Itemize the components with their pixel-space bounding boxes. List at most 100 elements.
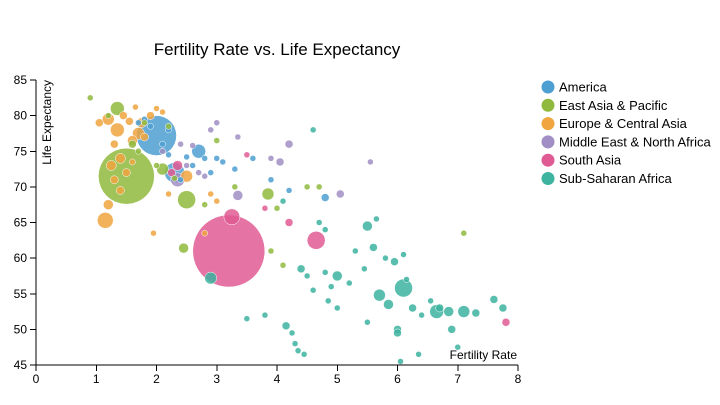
data-point bbox=[159, 108, 166, 116]
data-point bbox=[106, 160, 117, 171]
data-point bbox=[460, 229, 468, 237]
data-point bbox=[447, 325, 456, 334]
data-point bbox=[471, 308, 481, 318]
data-point bbox=[418, 311, 425, 319]
data-point bbox=[315, 183, 323, 191]
data-point bbox=[110, 101, 125, 116]
data-point bbox=[393, 328, 402, 338]
data-point bbox=[309, 126, 317, 134]
data-point bbox=[213, 155, 220, 162]
y-axis: 45 50 55 60 65 70 75 80 85 bbox=[14, 73, 37, 372]
data-point bbox=[454, 343, 461, 351]
data-point bbox=[403, 276, 410, 283]
plot-area bbox=[86, 94, 511, 365]
data-point bbox=[243, 151, 251, 159]
data-point bbox=[125, 117, 134, 126]
data-point bbox=[284, 139, 294, 149]
y-tick-label: 45 bbox=[14, 358, 28, 372]
data-point bbox=[303, 183, 311, 191]
data-point bbox=[201, 201, 208, 208]
data-point bbox=[183, 153, 190, 161]
legend-swatch bbox=[541, 153, 555, 167]
data-point bbox=[427, 297, 434, 305]
chart-title: Fertility Rate vs. Life Expectancy bbox=[154, 40, 401, 59]
data-point bbox=[320, 193, 330, 202]
legend-label: East Asia & Pacific bbox=[559, 98, 668, 113]
x-tick-label: 1 bbox=[93, 372, 100, 386]
data-point bbox=[315, 219, 323, 226]
data-point bbox=[122, 168, 131, 177]
x-tick: 3 bbox=[213, 365, 220, 386]
data-point bbox=[189, 142, 196, 149]
data-point bbox=[364, 319, 371, 326]
x-tick: 6 bbox=[394, 365, 401, 386]
data-point bbox=[128, 139, 137, 149]
data-point bbox=[183, 162, 190, 169]
data-point bbox=[279, 197, 287, 205]
data-point bbox=[207, 169, 214, 176]
data-point bbox=[309, 286, 317, 294]
data-point bbox=[147, 123, 154, 130]
x-axis: 0 1 2 3 4 5 6 7 8 bbox=[33, 364, 522, 386]
y-tick: 55 bbox=[14, 287, 36, 301]
data-point bbox=[243, 315, 251, 322]
legend-item: Sub-Saharan Africa bbox=[541, 171, 673, 186]
data-point bbox=[336, 189, 345, 199]
data-point bbox=[279, 262, 287, 269]
data-point bbox=[150, 229, 157, 237]
data-point bbox=[213, 137, 220, 144]
y-axis-title: Life Expectancy bbox=[40, 80, 54, 165]
legend-item: America bbox=[541, 80, 607, 95]
x-tick: 2 bbox=[153, 365, 160, 386]
data-point bbox=[288, 329, 296, 337]
legend-swatch bbox=[541, 135, 555, 149]
data-point bbox=[189, 162, 196, 169]
data-point bbox=[159, 140, 166, 148]
legend-item: Europe & Central Asia bbox=[541, 116, 688, 131]
x-tick-label: 3 bbox=[213, 372, 220, 386]
data-point bbox=[167, 168, 176, 177]
data-point bbox=[369, 243, 378, 252]
x-tick-label: 0 bbox=[33, 372, 40, 386]
data-point bbox=[443, 306, 454, 317]
data-point bbox=[383, 299, 394, 310]
x-tick-label: 8 bbox=[515, 372, 522, 386]
data-point bbox=[267, 176, 275, 183]
y-tick: 75 bbox=[14, 144, 36, 158]
data-point bbox=[501, 318, 511, 327]
data-point bbox=[306, 231, 326, 250]
y-tick-label: 55 bbox=[14, 287, 28, 301]
y-tick-label: 85 bbox=[14, 73, 28, 87]
data-point bbox=[129, 158, 136, 166]
data-point bbox=[135, 119, 142, 126]
data-point bbox=[116, 186, 125, 195]
data-point bbox=[204, 271, 217, 285]
data-point bbox=[110, 175, 119, 184]
data-point bbox=[498, 303, 508, 313]
data-point bbox=[435, 303, 444, 313]
data-point bbox=[321, 226, 329, 233]
data-point bbox=[489, 295, 499, 304]
y-tick: 60 bbox=[14, 251, 36, 265]
data-point bbox=[177, 176, 184, 183]
data-point bbox=[213, 119, 220, 126]
data-point bbox=[361, 265, 368, 273]
legend: America East Asia & Pacific Europe & Centr… bbox=[541, 80, 711, 186]
data-point bbox=[223, 208, 241, 226]
data-point bbox=[415, 351, 422, 358]
data-point bbox=[191, 144, 206, 159]
data-point bbox=[110, 122, 125, 138]
data-point bbox=[334, 304, 341, 312]
legend-label: Middle East & North Africa bbox=[559, 134, 711, 149]
data-point bbox=[207, 126, 214, 134]
data-point bbox=[171, 175, 178, 182]
data-point bbox=[132, 103, 139, 111]
legend-item: South Asia bbox=[541, 153, 622, 168]
legend-swatch bbox=[541, 80, 555, 94]
y-tick-label: 60 bbox=[14, 251, 28, 265]
data-point bbox=[177, 140, 184, 148]
data-point bbox=[249, 155, 257, 162]
data-point bbox=[178, 242, 189, 254]
y-tick-label: 75 bbox=[14, 144, 28, 158]
